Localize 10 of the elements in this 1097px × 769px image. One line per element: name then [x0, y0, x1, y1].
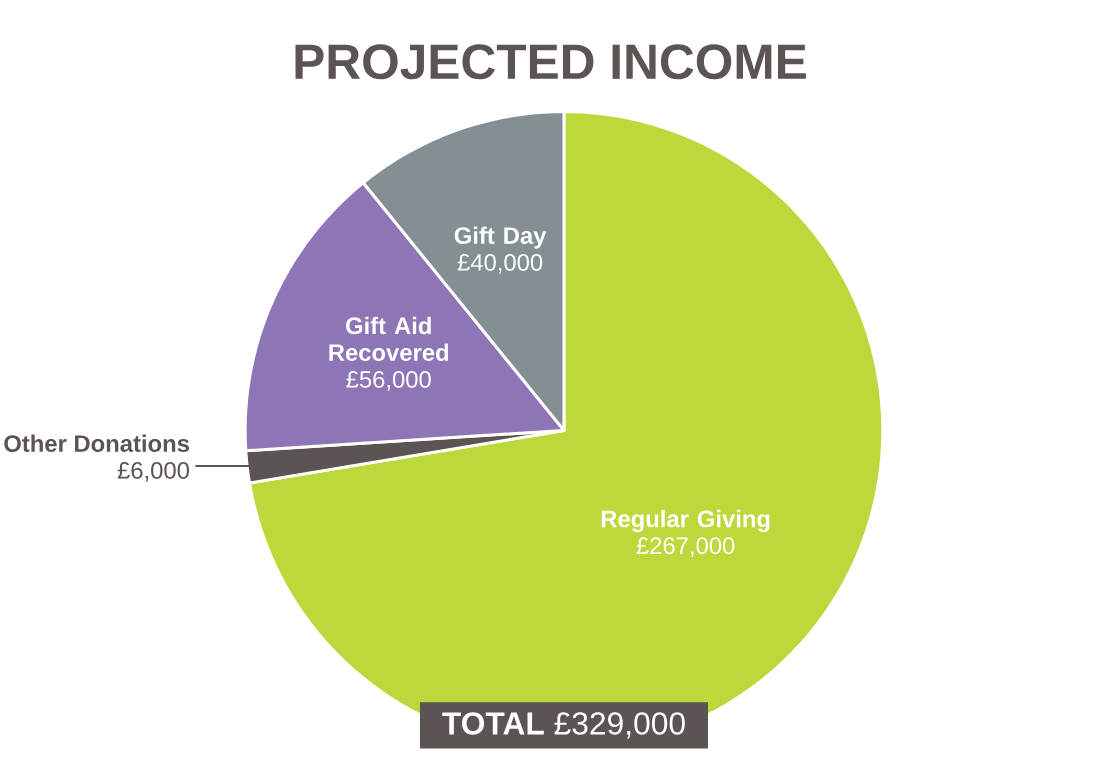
slice-label: Gift Aid Recovered	[329, 316, 449, 361]
data-label: £6,000	[117, 461, 189, 482]
text: TOTAL £329,000	[442, 712, 685, 739]
data-label: £56,000	[346, 370, 431, 391]
slice-label: Regular Giving	[601, 509, 770, 533]
chart-title: PROJECTED INCOME	[295, 44, 806, 80]
data-label: £40,000	[457, 253, 543, 274]
data-label: £267,000	[636, 537, 735, 557]
slice-label: Other Donations	[4, 434, 189, 452]
slice-label: Gift Day	[454, 226, 547, 249]
